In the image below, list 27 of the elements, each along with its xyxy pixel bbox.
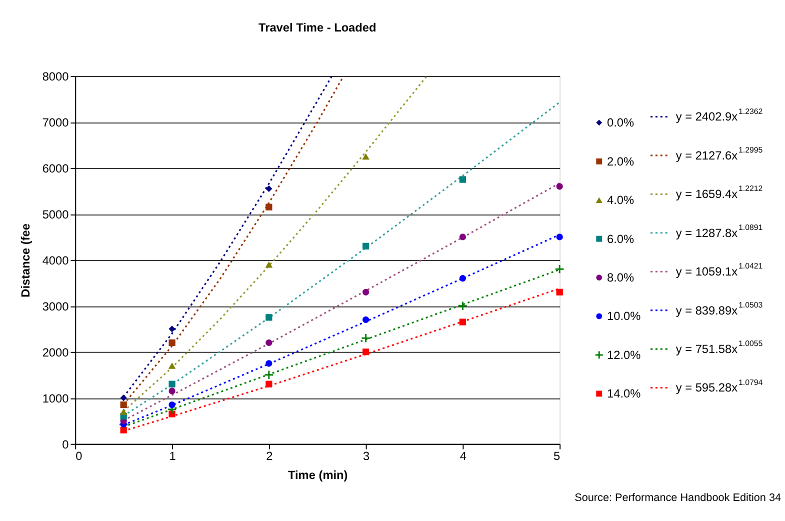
legend-label: 12.0% (607, 348, 642, 362)
x-tick-label: 3 (362, 449, 370, 464)
legend-label: 4.0% (607, 193, 635, 208)
y-tick-label: 5000 (42, 207, 70, 222)
y-tick-label: 8000 (42, 70, 70, 84)
y-tick-label: 1000 (42, 391, 70, 406)
y-tick-label: 0 (62, 437, 70, 452)
y-tick-label: 6000 (42, 161, 70, 176)
legend-label: 6.0% (607, 232, 635, 246)
legend-label: 14.0% (607, 386, 642, 401)
chart-title: Travel Time - Loaded (258, 20, 376, 35)
x-tick-label: 2 (266, 449, 273, 464)
x-tick-label: 5 (553, 449, 560, 464)
y-tick-label: 2000 (42, 345, 70, 360)
x-tick-label: 1 (169, 449, 176, 464)
legend-label: 10.0% (607, 309, 642, 324)
y-tick-label: 7000 (42, 115, 70, 130)
x-tick-label: 0 (76, 449, 83, 464)
x-axis-title: Time (min) (288, 468, 348, 482)
y-axis-title: Distance (fee (18, 223, 32, 298)
legend-label: 2.0% (607, 154, 635, 168)
legend-label: 0.0% (607, 116, 635, 130)
legend-label: 8.0% (607, 270, 635, 284)
x-tick-label: 4 (460, 449, 467, 464)
source-note: Source: Performance Handbook Edition 34 (574, 492, 782, 504)
y-tick-label: 3000 (42, 299, 70, 314)
y-tick-label: 4000 (42, 253, 70, 268)
